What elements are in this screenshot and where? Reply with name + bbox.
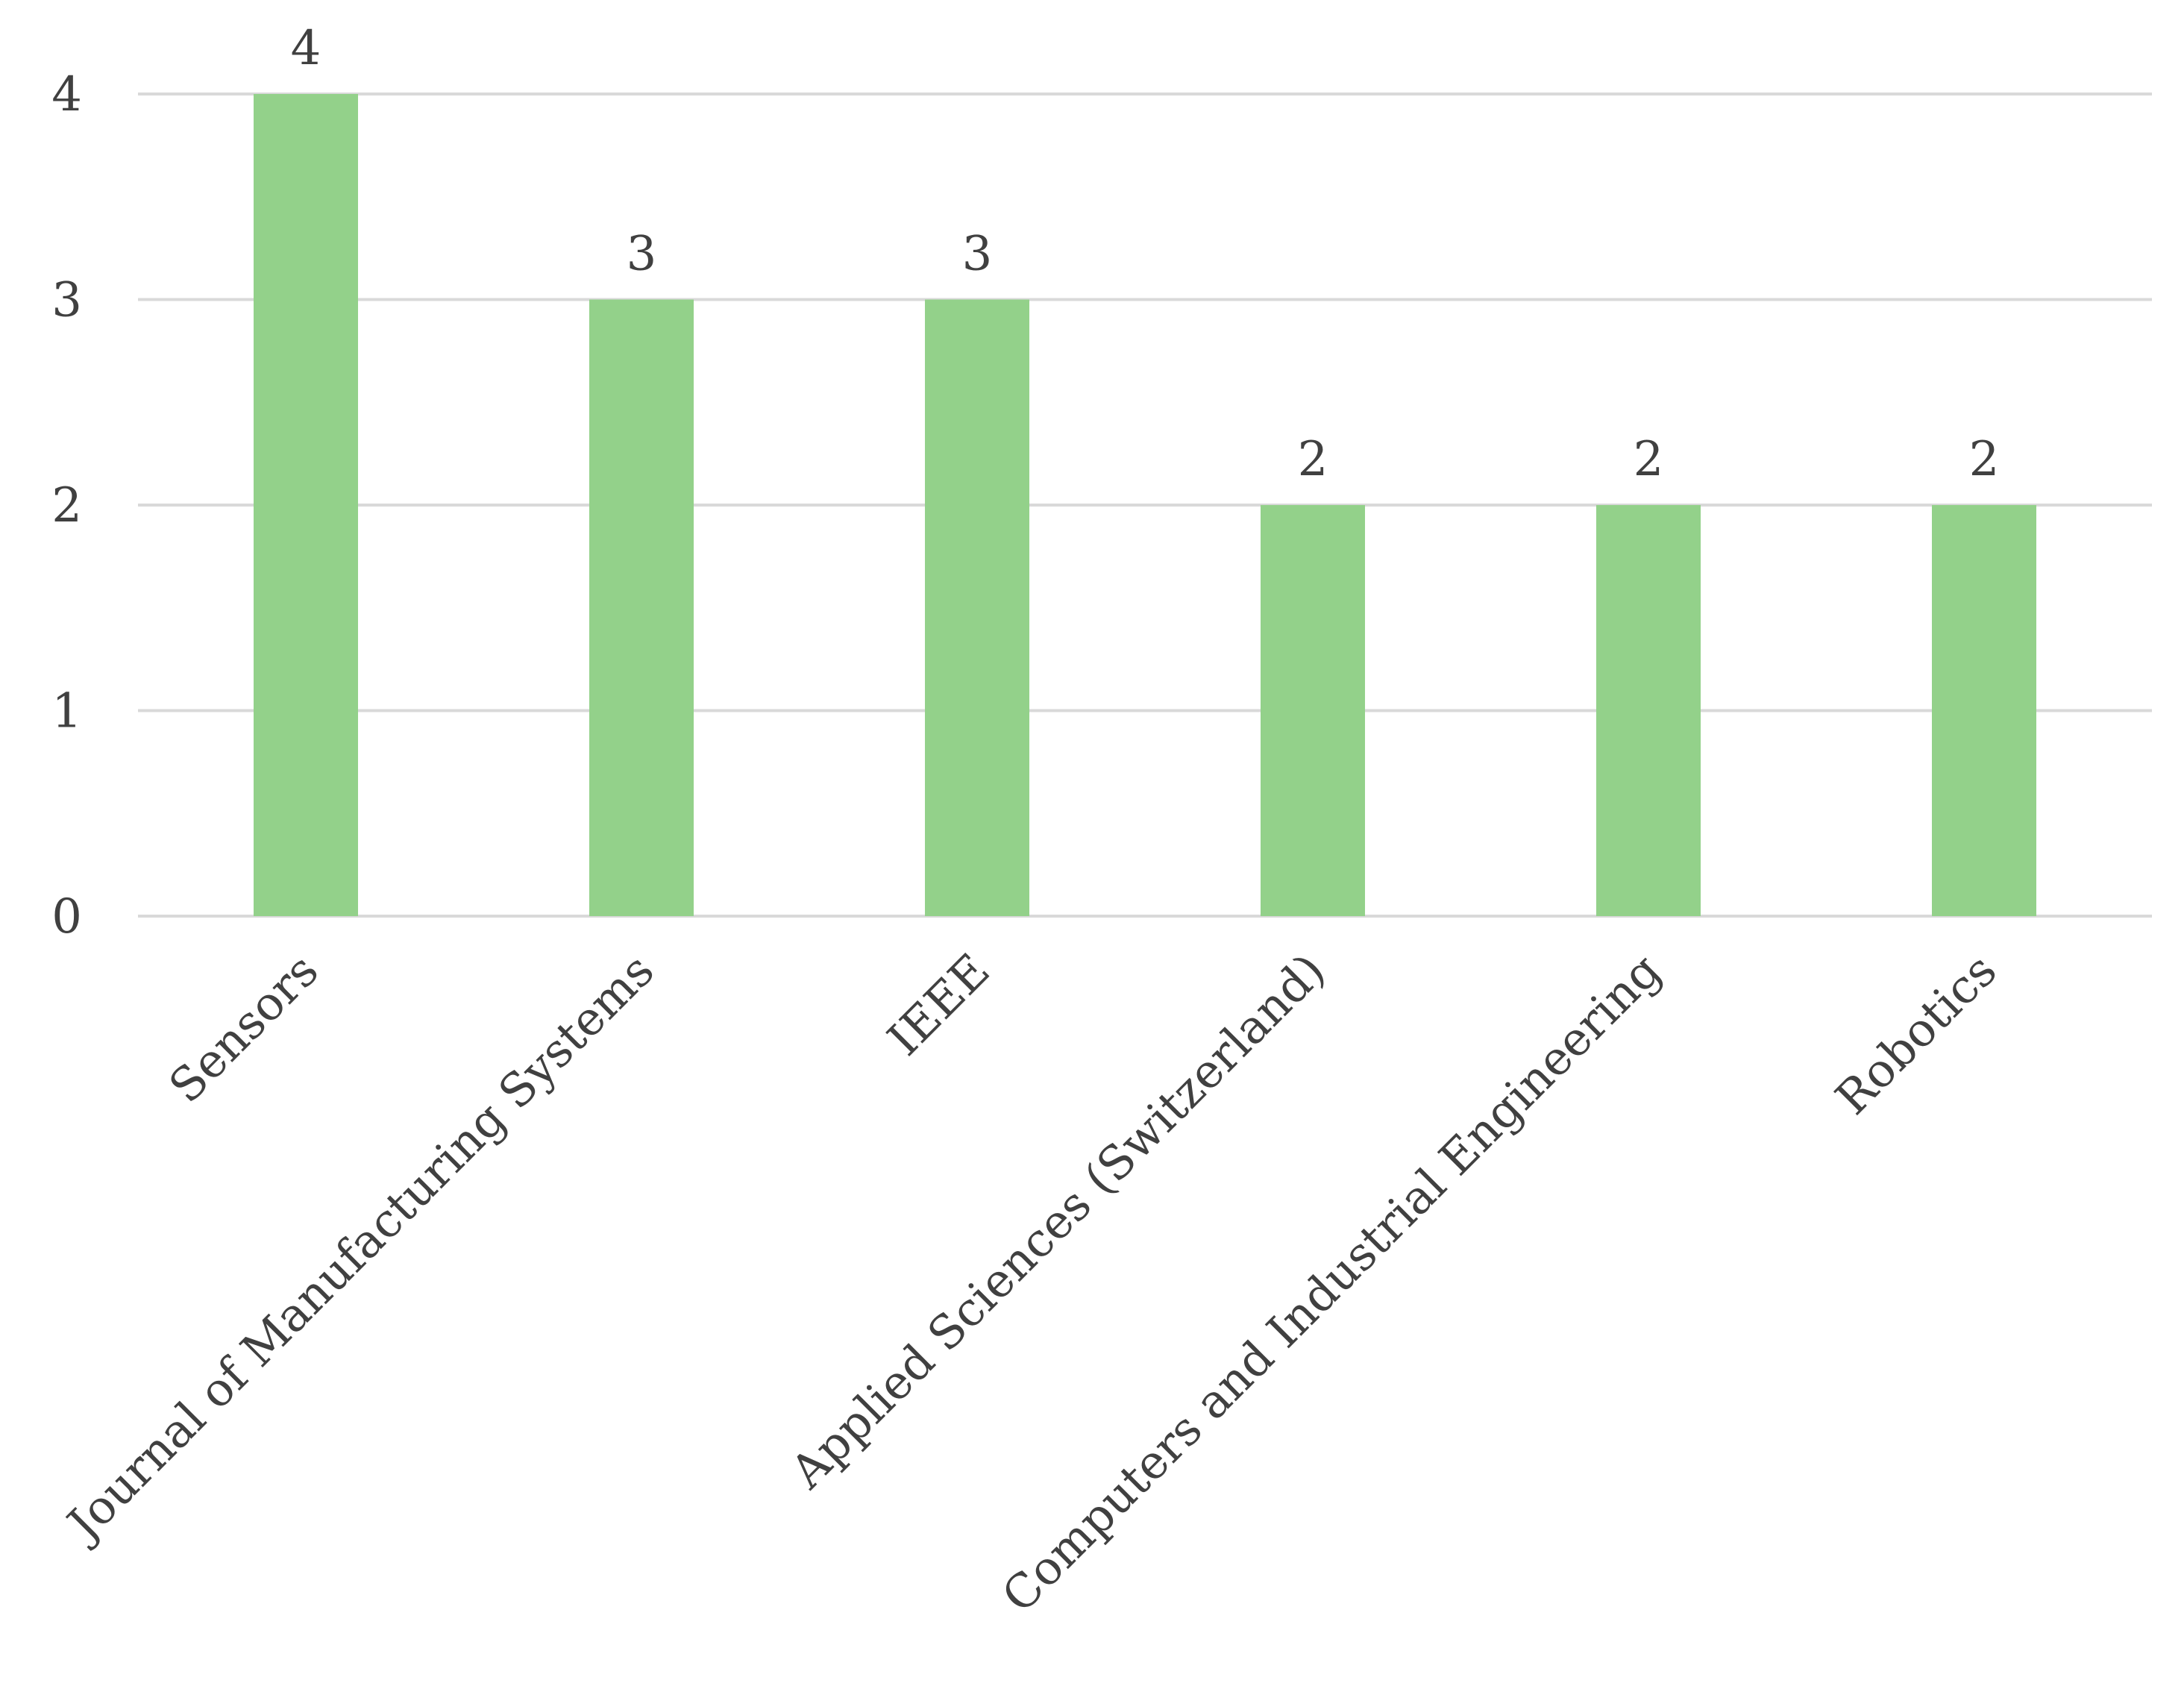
data-labels: 4 3 3 2 2 2	[291, 21, 2000, 487]
data-label-4: 2	[1298, 432, 1328, 487]
bar-1	[254, 94, 358, 916]
category-label-1: Sensors	[158, 943, 328, 1113]
category-label-6: Robotics	[1824, 943, 2006, 1125]
category-label-5: Computers and Industrial Engineering	[991, 943, 1672, 1623]
bar-4	[1261, 505, 1365, 916]
y-tick-label-0: 0	[51, 889, 82, 944]
y-tick-label-1: 1	[51, 684, 82, 739]
category-label-3: IEEE	[877, 943, 1000, 1066]
bar-3	[925, 299, 1029, 916]
y-tick-label-3: 3	[51, 273, 82, 328]
y-tick-label-2: 2	[51, 478, 82, 533]
bar-6	[1932, 505, 2036, 916]
data-label-1: 4	[291, 21, 321, 76]
bar-5	[1596, 505, 1701, 916]
bar-2	[589, 299, 694, 916]
bars	[254, 94, 2036, 916]
data-label-2: 3	[627, 227, 657, 282]
data-label-5: 2	[1634, 432, 1664, 487]
data-label-6: 2	[1969, 432, 2000, 487]
category-label-2: Journal of Manufacturing Systems	[54, 943, 664, 1553]
y-axis-ticks: 0 1 2 3 4	[51, 67, 82, 944]
gridlines	[138, 93, 2152, 918]
y-tick-label-4: 4	[51, 67, 82, 122]
data-label-3: 3	[962, 227, 993, 282]
category-label-4: Applied Sciences (Switzerland)	[779, 943, 1336, 1499]
